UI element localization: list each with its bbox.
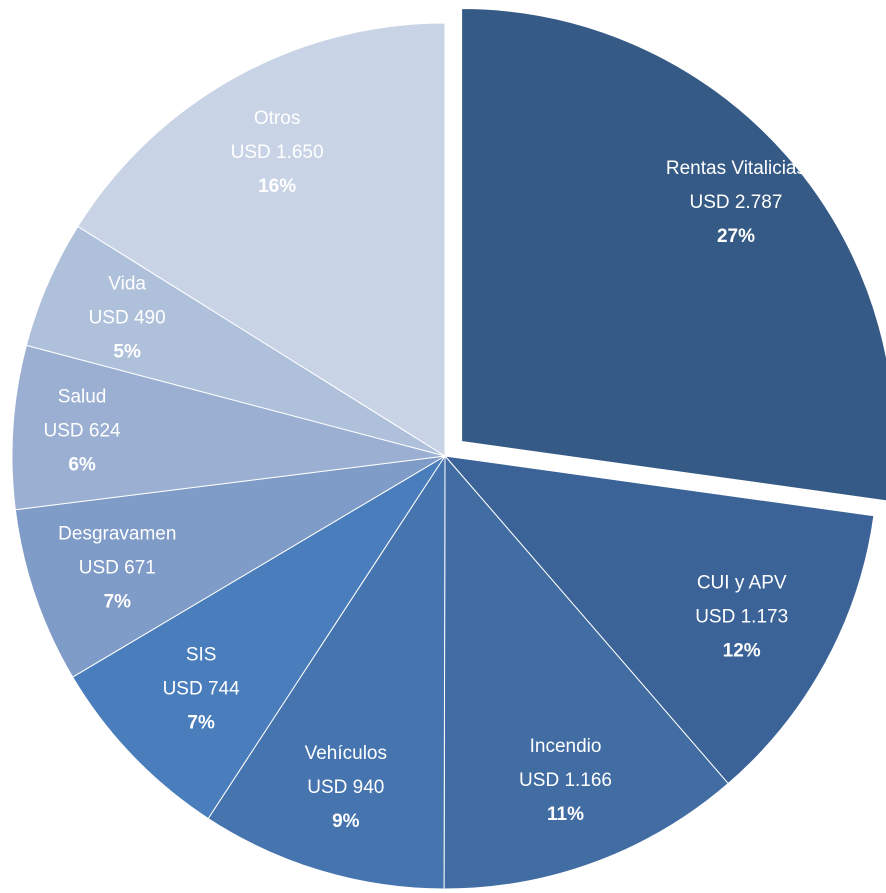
- slice-name: Vehículos: [305, 743, 387, 764]
- slice-percent: 7%: [187, 713, 215, 734]
- pie-slice: [77, 22, 446, 457]
- pie-slice: [207, 454, 446, 890]
- slice-percent: 7%: [104, 591, 132, 612]
- slice-name: Rentas Vitalicias: [666, 158, 806, 179]
- slice-percent: 16%: [258, 176, 296, 197]
- slice-percent: 5%: [113, 341, 141, 362]
- slice-percent: 9%: [332, 811, 360, 832]
- slice-value: USD 1.166: [519, 770, 612, 791]
- pie-slice: [443, 455, 875, 785]
- pie-slice: [72, 455, 446, 820]
- slice-name: Desgravamen: [58, 523, 176, 544]
- slice-name: Otros: [254, 108, 300, 129]
- pie-slice: [443, 454, 729, 890]
- slice-name: Incendio: [530, 736, 602, 757]
- slice-value: USD 1.650: [231, 142, 324, 163]
- slice-value: USD 671: [79, 557, 156, 578]
- slice-percent: 11%: [547, 804, 584, 825]
- slice-value: USD 940: [307, 777, 384, 798]
- slice-value: USD 490: [89, 307, 166, 328]
- slice-value: USD 1.173: [695, 606, 788, 627]
- slice-name: CUI y APV: [697, 572, 787, 593]
- slice-name: Vida: [108, 273, 146, 294]
- pie-slice: [461, 8, 886, 502]
- slice-value: USD 2.787: [689, 192, 782, 213]
- slice-value: USD 624: [44, 421, 122, 442]
- slice-percent: 6%: [68, 455, 96, 476]
- slice-percent: 12%: [723, 640, 761, 661]
- slice-percent: 27%: [717, 226, 755, 247]
- pie-slice: [11, 344, 446, 511]
- slice-name: SIS: [186, 645, 217, 666]
- pie-slice: [14, 455, 446, 678]
- slice-value: USD 744: [163, 679, 241, 700]
- slice-name: Salud: [58, 387, 107, 408]
